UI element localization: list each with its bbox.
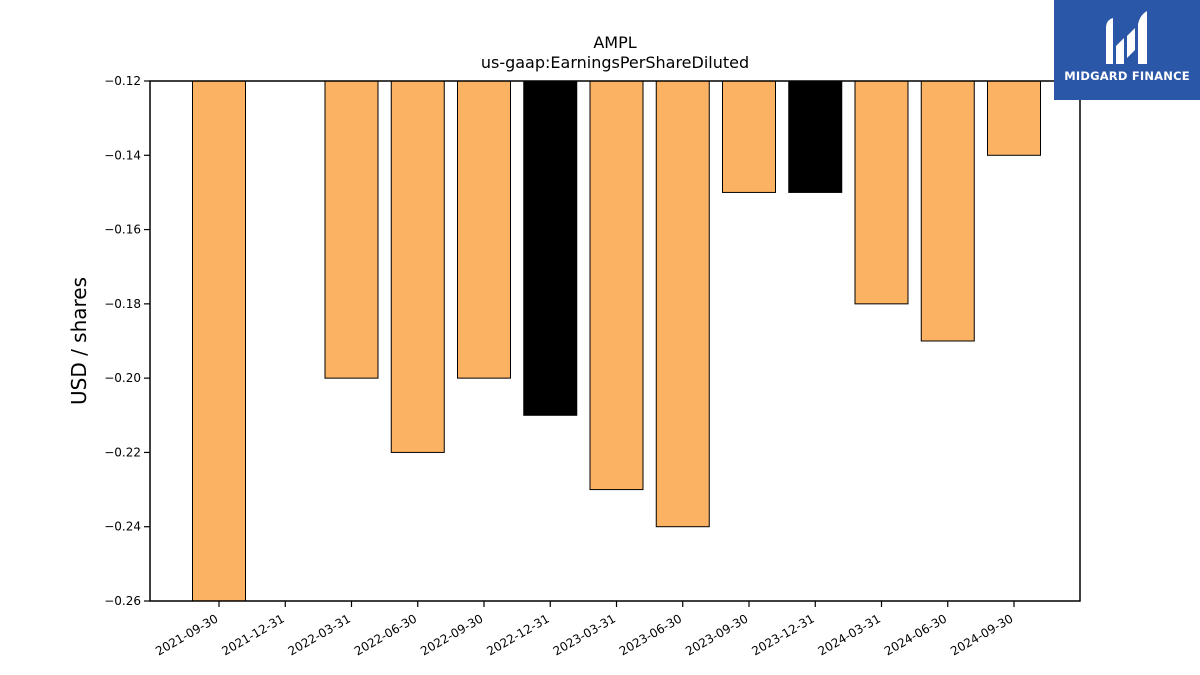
y-tick-label: −0.16 [104, 223, 141, 237]
bar-2022-06-30 [390, 80, 445, 453]
bar-2022-12-31 [523, 80, 578, 416]
plot-frame [149, 80, 1081, 602]
bar-2024-06-30 [920, 80, 975, 342]
x-tick-label: 2024-09-30 [948, 611, 1015, 658]
y-ticks: −0.12 −0.14 −0.16 −0.18 −0.20 −0.22 −0.24 −0.26 [104, 74, 150, 608]
bar-2024-03-31 [854, 80, 909, 305]
x-tick-label: 2022-03-31 [286, 611, 353, 658]
midgard-logo-icon [1106, 11, 1147, 64]
x-tick-label: 2023-12-31 [749, 611, 816, 658]
bar-2023-03-31 [589, 80, 644, 491]
chart-title: AMPL [593, 33, 636, 52]
bar-2024-09-30 [987, 80, 1041, 156]
x-ticks: 2021-09-302021-12-312022-03-312022-06-30… [153, 601, 1016, 658]
x-tick-label: 2022-12-31 [484, 611, 551, 658]
logo-text: MIDGARD FINANCE [1064, 69, 1190, 83]
x-tick-label: 2024-06-30 [882, 611, 949, 658]
y-axis-label: USD / shares [67, 277, 91, 405]
x-tick-label: 2022-09-30 [418, 611, 485, 658]
y-tick-label: −0.22 [104, 445, 141, 459]
x-tick-label: 2021-09-30 [153, 611, 220, 658]
x-tick-label: 2024-03-31 [816, 611, 883, 658]
y-tick-label: −0.26 [104, 594, 141, 608]
midgard-finance-logo: MIDGARD FINANCE [1054, 0, 1200, 100]
chart-subtitle: us-gaap:EarningsPerShareDiluted [481, 53, 749, 72]
bar-2023-06-30 [655, 80, 710, 528]
bars [192, 80, 1041, 602]
x-tick-label: 2021-12-31 [219, 611, 286, 658]
bar-2021-09-30 [192, 80, 246, 602]
x-tick-label: 2022-06-30 [352, 611, 419, 658]
bar-2022-09-30 [457, 80, 511, 379]
x-tick-label: 2023-06-30 [617, 611, 684, 658]
y-tick-label: −0.14 [104, 148, 141, 162]
bar-2023-12-31 [788, 80, 843, 193]
y-tick-label: −0.18 [104, 297, 141, 311]
y-tick-label: −0.20 [104, 371, 141, 385]
x-tick-label: 2023-09-30 [683, 611, 750, 658]
x-tick-label: 2023-03-31 [551, 611, 618, 658]
y-tick-label: −0.24 [104, 520, 141, 534]
bar-2023-09-30 [722, 80, 776, 193]
y-tick-label: −0.12 [104, 74, 141, 88]
bar-2022-03-31 [324, 80, 379, 379]
